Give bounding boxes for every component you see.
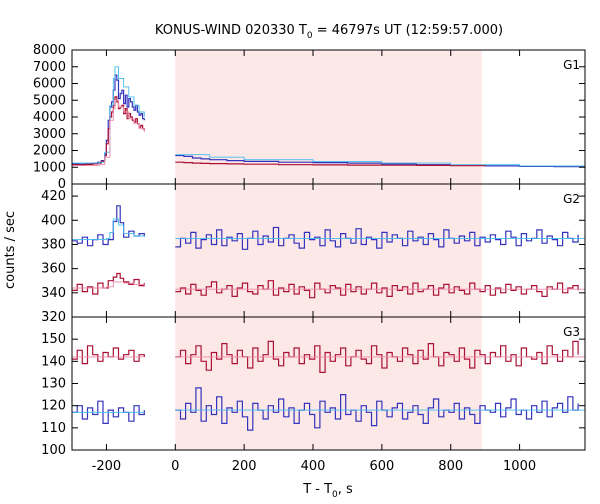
y-tick-label: 100	[41, 443, 66, 458]
series-line-cyan-4	[72, 66, 145, 164]
y-tick-label: 5000	[33, 93, 66, 108]
x-tick-label: 600	[369, 459, 394, 474]
panel-label: G2	[563, 192, 580, 206]
y-tick-label: 1000	[33, 160, 66, 175]
y-tick-label: 150	[41, 332, 66, 347]
y-tick-label: 380	[41, 237, 66, 252]
x-axis-label: T - T0, s	[302, 482, 353, 500]
x-tick-label: 400	[301, 459, 326, 474]
series-line-cyan-4	[72, 218, 145, 241]
series-line-cyan-5	[175, 154, 586, 167]
y-tick-label: 130	[41, 377, 66, 392]
series-line-red-0	[72, 345, 145, 365]
x-tick-label: 800	[438, 459, 463, 474]
series-line-blue-1	[175, 154, 586, 168]
series-line-blue-0	[72, 205, 145, 247]
y-tick-label: 360	[41, 262, 66, 277]
y-tick-label: 400	[41, 213, 66, 228]
y-tick-label: 4000	[33, 110, 66, 125]
series-line-red-3	[175, 280, 579, 299]
x-tick-label: 1000	[503, 459, 536, 474]
y-tick-label: 2000	[33, 144, 66, 159]
y-tick-label: 420	[41, 189, 66, 204]
plot-area: 010002000300040005000600070008000G132034…	[33, 43, 586, 474]
y-tick-label: 6000	[33, 77, 66, 92]
shaded-interval	[175, 50, 482, 450]
panel-g3: 100 110 120 130 140 150 G3	[41, 316, 586, 458]
series-line-red-3	[175, 161, 486, 167]
chart-title: KONUS-WIND 020330 T0 = 46797s UT (12:59:…	[155, 23, 503, 41]
series-line-red-2	[72, 272, 145, 295]
y-tick-label: 340	[41, 286, 66, 301]
y-tick-label: 7000	[33, 60, 66, 75]
series-line-pink-6	[72, 281, 145, 289]
x-tick-label: 200	[232, 459, 257, 474]
y-tick-label: 140	[41, 354, 66, 369]
y-tick-label: 8000	[33, 43, 66, 58]
y-tick-label: 3000	[33, 127, 66, 142]
y-tick-label: 320	[41, 310, 66, 325]
y-tick-label: 0	[58, 177, 66, 192]
panel-label: G3	[563, 325, 580, 339]
series-line-blue-3	[175, 387, 579, 431]
x-tick-label: -200	[92, 459, 122, 474]
y-tick-label: 120	[41, 399, 66, 414]
y-axis-label: counts / sec	[3, 211, 18, 289]
y-tick-label: 110	[41, 421, 66, 436]
x-tick-label: 0	[171, 459, 179, 474]
series-line-pink-6	[72, 99, 145, 167]
series-line-blue-1	[175, 226, 579, 250]
series-line-blue-2	[72, 400, 145, 424]
panel-label: G1	[563, 58, 580, 72]
series-line-blue-0	[72, 74, 145, 165]
